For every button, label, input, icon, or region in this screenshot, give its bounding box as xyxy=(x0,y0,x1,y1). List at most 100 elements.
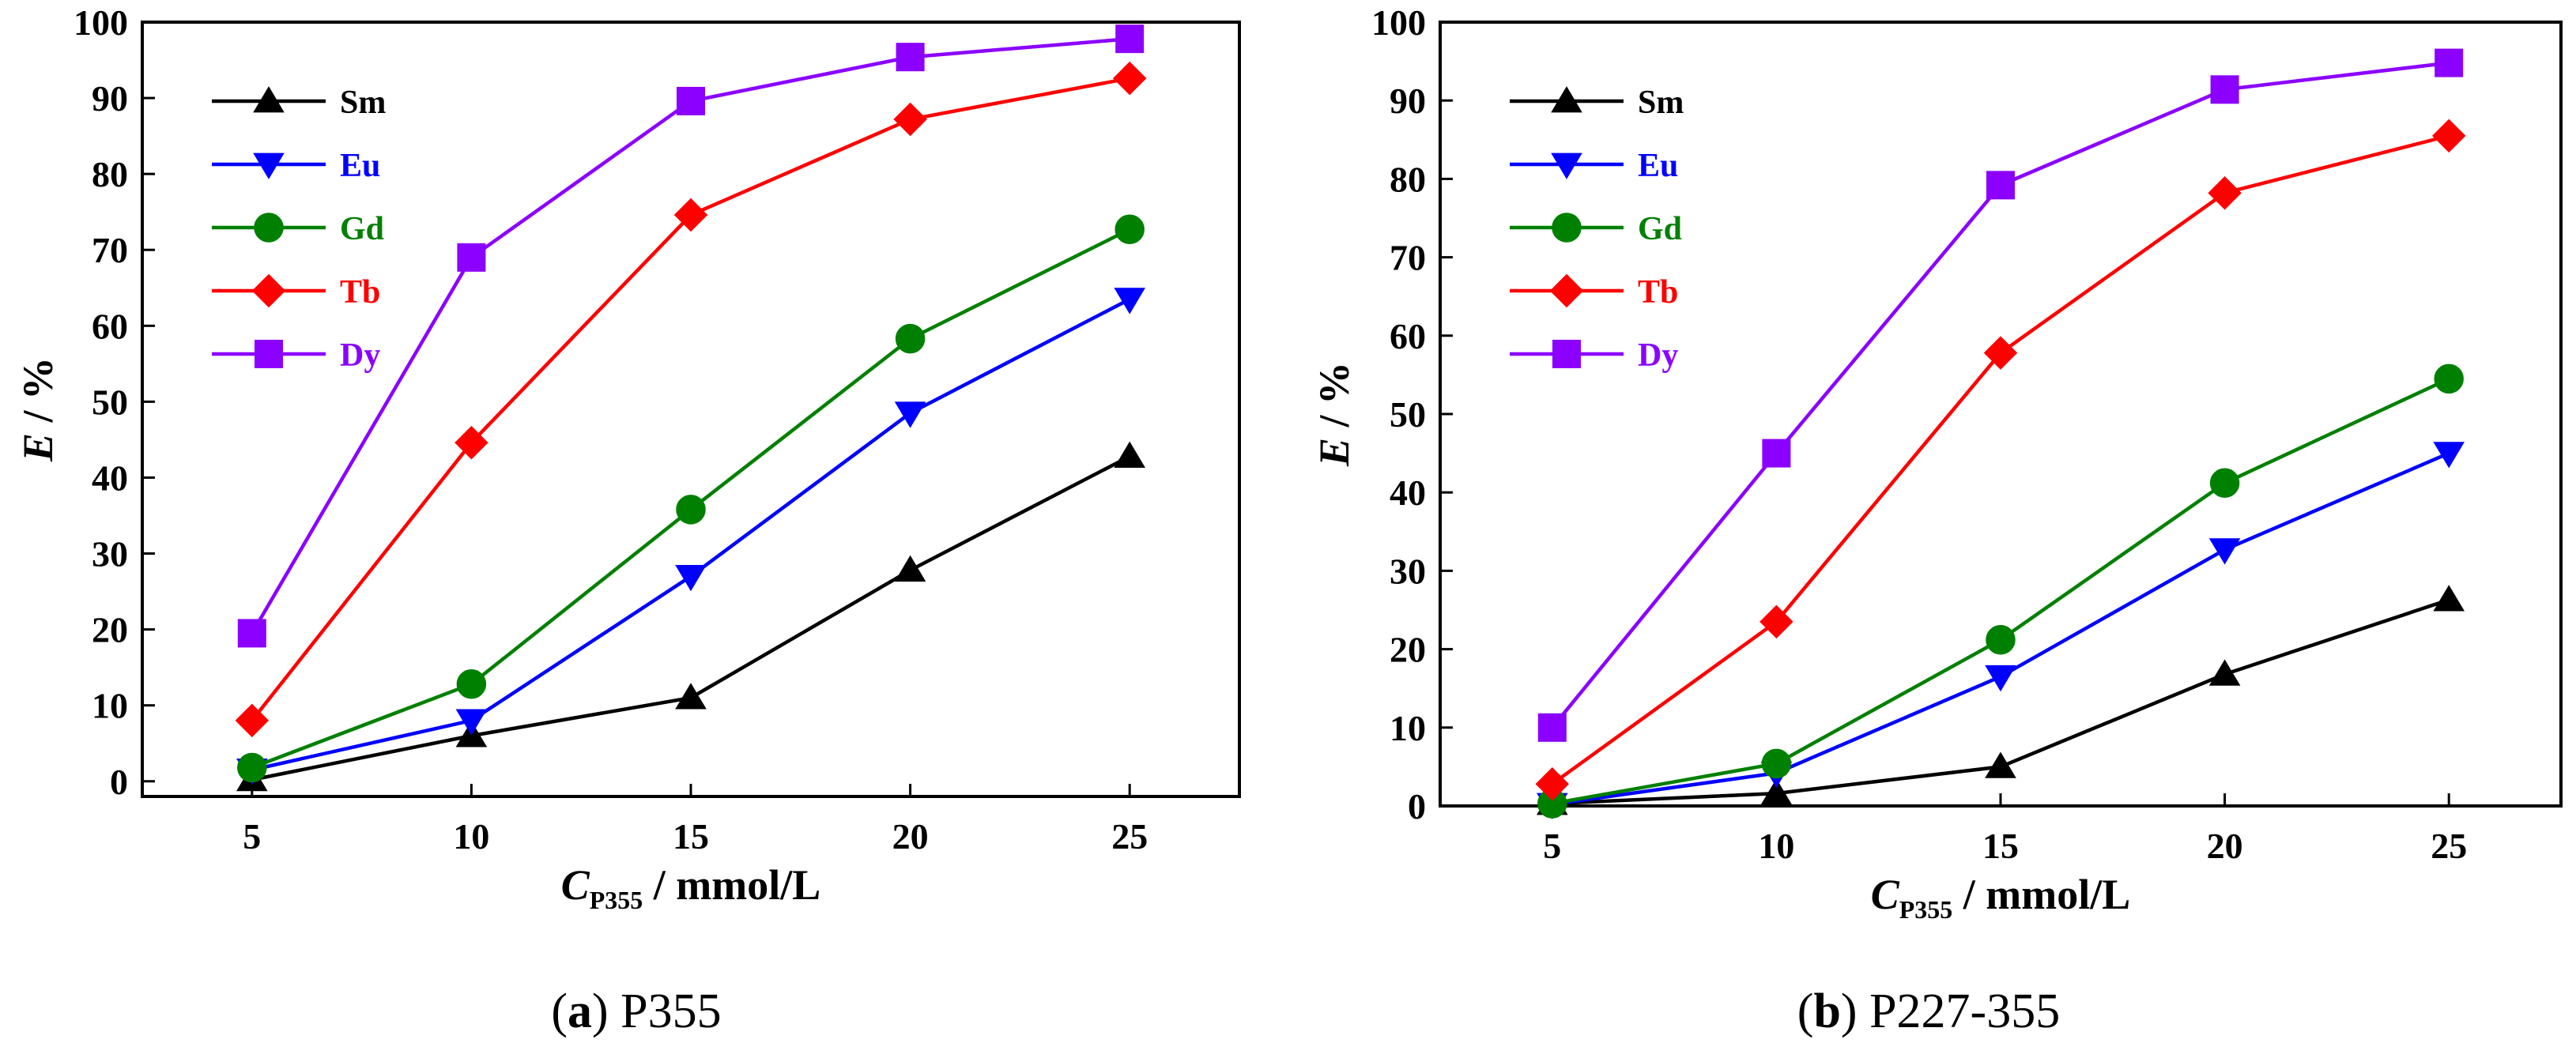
legend-label-tb: Tb xyxy=(340,274,380,311)
data-point-gd-15 xyxy=(676,495,706,525)
data-point-gd-10 xyxy=(1761,748,1792,779)
data-point-eu-25 xyxy=(2433,442,2465,469)
x-tick-label: 25 xyxy=(2431,826,2467,866)
y-axis-label: E / % xyxy=(14,357,62,462)
x-axis-label-rest: / mmol/L xyxy=(1952,871,2130,918)
legend-label-eu: Eu xyxy=(340,148,380,184)
data-point-eu-20 xyxy=(2208,538,2241,565)
y-tick-label: 30 xyxy=(1390,551,1426,591)
y-tick-label: 50 xyxy=(92,382,128,422)
legend-label-tb: Tb xyxy=(1638,274,1678,311)
y-tick-label: 70 xyxy=(92,230,128,270)
caption-open-paren: ( xyxy=(551,985,568,1038)
x-tick-label: 5 xyxy=(243,816,261,857)
legend: Sm Eu Gd Tb Dy xyxy=(212,85,386,374)
data-point-tb-15 xyxy=(673,198,708,232)
y-axis-label-rest: / % xyxy=(14,357,62,433)
legend-marker-dy xyxy=(1552,340,1581,368)
y-tick-label: 40 xyxy=(92,457,128,498)
y-tick-label: 30 xyxy=(92,534,128,574)
data-point-sm-25 xyxy=(2433,585,2465,612)
data-point-eu-15 xyxy=(675,564,707,592)
caption-text: P227-355 xyxy=(1869,985,2060,1038)
y-tick-label: 20 xyxy=(1390,630,1426,670)
y-tick-label: 0 xyxy=(1408,786,1426,826)
data-point-dy-5 xyxy=(237,619,266,648)
y-tick-label: 100 xyxy=(74,2,128,43)
y-tick-label: 80 xyxy=(1390,159,1426,199)
data-point-dy-20 xyxy=(896,43,925,72)
y-tick-label: 80 xyxy=(92,154,128,194)
panel-caption: (a) P355 xyxy=(551,985,721,1038)
data-point-gd-20 xyxy=(2209,468,2240,499)
data-point-gd-5 xyxy=(237,752,267,783)
data-point-tb-25 xyxy=(2431,119,2466,153)
data-point-eu-20 xyxy=(894,401,926,428)
data-point-gd-25 xyxy=(2434,363,2464,394)
x-tick-label: 20 xyxy=(2207,826,2243,866)
data-point-tb-10 xyxy=(1759,604,1793,639)
data-point-dy-25 xyxy=(1115,24,1145,54)
caption-panel-label: b xyxy=(1813,985,1840,1038)
legend-label-eu: Eu xyxy=(1638,148,1678,184)
x-axis-label-sub: P355 xyxy=(1899,895,1953,924)
data-point-tb-5 xyxy=(235,703,270,738)
y-tick-label: 60 xyxy=(92,306,128,346)
data-point-tb-20 xyxy=(2208,176,2242,210)
x-axis-label-italic: C xyxy=(1871,871,1900,918)
y-tick-label: 60 xyxy=(1390,316,1426,356)
legend-marker-gd xyxy=(1552,213,1582,243)
data-point-gd-10 xyxy=(456,669,487,699)
legend-label-sm: Sm xyxy=(340,85,386,121)
legend-marker-tb xyxy=(251,273,286,308)
y-tick-label: 90 xyxy=(92,78,128,119)
data-point-eu-15 xyxy=(1985,665,2016,692)
series-line-dy xyxy=(250,36,1130,634)
data-point-tb-10 xyxy=(454,426,488,460)
series-sm xyxy=(236,441,1145,792)
y-axis-label-rest: / % xyxy=(1311,362,1358,438)
x-axis-label-sub: P355 xyxy=(590,886,643,914)
data-point-sm-10 xyxy=(1760,778,1793,805)
data-point-dy-15 xyxy=(677,86,705,115)
y-tick-label: 70 xyxy=(1390,238,1426,278)
y-tick-label: 90 xyxy=(1390,81,1426,121)
series-line-gd xyxy=(1552,377,2450,806)
legend-marker-tb xyxy=(1549,273,1584,308)
data-point-dy-20 xyxy=(2210,75,2239,104)
x-tick-label: 15 xyxy=(673,816,709,857)
legend-marker-dy xyxy=(255,340,283,368)
legend-marker-eu xyxy=(1551,152,1582,179)
legend-label-gd: Gd xyxy=(340,211,384,247)
caption-panel-label: a xyxy=(568,985,592,1038)
data-point-sm-25 xyxy=(1114,441,1145,468)
y-tick-label: 0 xyxy=(110,762,128,802)
panel-b: 0 10 20 30 40 50 60 70 80 90 100 5 10 15 20 25 E / % CP35… xyxy=(1311,2,2563,1038)
x-tick-label: 5 xyxy=(1543,826,1561,866)
data-point-dy-10 xyxy=(457,243,486,272)
data-point-dy-25 xyxy=(2435,48,2464,77)
data-point-sm-20 xyxy=(894,555,926,582)
legend-marker-eu xyxy=(253,152,285,179)
plot-frame xyxy=(141,21,1241,798)
y-tick-label: 100 xyxy=(1371,2,1426,43)
series-tb xyxy=(1535,119,2466,801)
x-tick-label: 15 xyxy=(1982,826,2019,866)
caption-close-paren: ) xyxy=(1841,985,1869,1038)
x-axis-label-italic: C xyxy=(561,861,590,909)
legend-marker-sm xyxy=(253,86,285,113)
data-point-eu-25 xyxy=(1114,288,1145,314)
series-dy xyxy=(237,24,1145,648)
data-point-gd-25 xyxy=(1115,214,1145,245)
data-point-tb-15 xyxy=(1983,336,2018,370)
legend-label-gd: Gd xyxy=(1638,211,1682,247)
panel-caption: (b) P227-355 xyxy=(1797,985,2060,1038)
data-point-dy-10 xyxy=(1762,439,1791,468)
y-tick-label: 40 xyxy=(1390,473,1426,513)
data-point-gd-15 xyxy=(1986,624,2016,655)
y-axis-label: E / % xyxy=(1311,362,1358,467)
data-point-sm-20 xyxy=(2208,659,2241,686)
series-line-tb xyxy=(251,76,1130,722)
data-point-sm-15 xyxy=(675,683,707,710)
